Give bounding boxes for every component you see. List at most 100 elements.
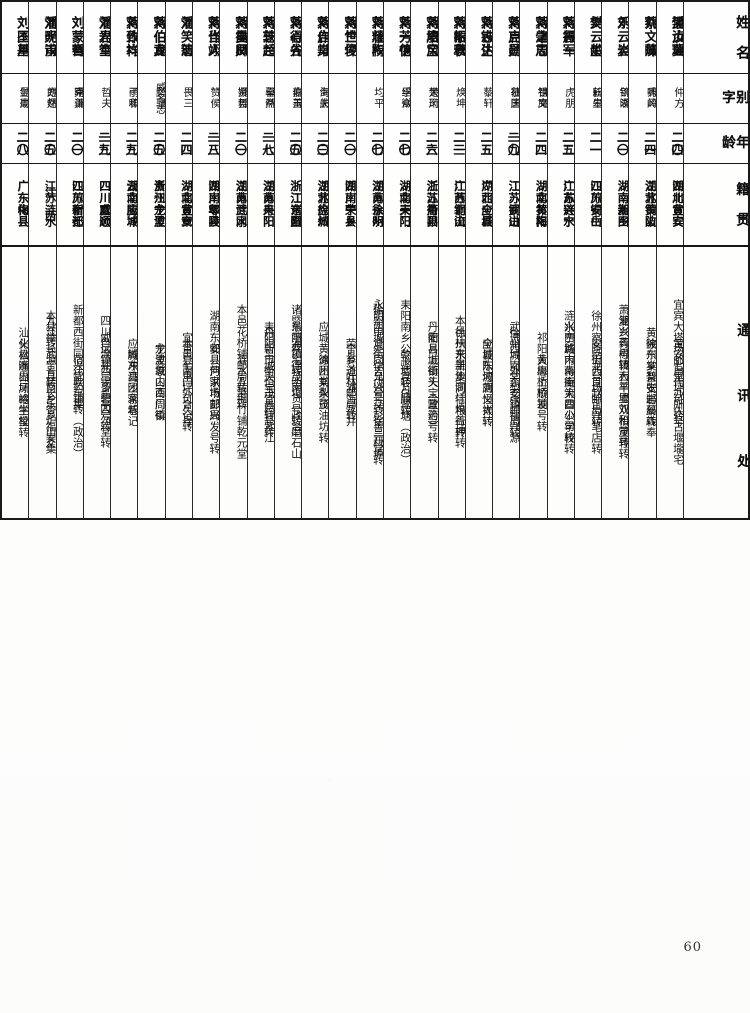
cell-alias: 昱周 (0, 73, 30, 124)
cell-origin: 湖北黄陂 (628, 163, 657, 247)
roster-table-2-body: 刘丕基 潘明甫刘 骞潘光奎 蒋作均 蒋伯真 潘笑清 蒋当翊 蒋燮卿 蒋芝兰 蒋心谷 蒋作舟 蒋世俊蒋… (0, 0, 750, 520)
cell-name: 潘明甫 (28, 0, 57, 74)
cell-origin: 广西全县 (464, 163, 494, 247)
cell-age: 二一 (601, 123, 630, 164)
cell-origin: 四川安岳 (573, 163, 603, 247)
cell-address: 祁阳大忠桥顺发号转 (519, 245, 548, 520)
cell-age: 二三 (301, 123, 330, 164)
cell-alias: 祖文 (519, 73, 548, 124)
cell-address: 诸暨湿浦镇德茂南货号转磨石山 (273, 245, 303, 520)
cell-origin: 江苏丹阳 (246, 163, 275, 247)
cell-origin: 江苏铜山 (437, 163, 466, 247)
cell-alias: 楚珩 (410, 73, 439, 124)
cell-name: 蒋作均 (110, 0, 139, 74)
cell-age: 二五 (273, 123, 303, 164)
cell-age: 二一 (573, 123, 603, 164)
cell-name: 蒋振秋 (437, 0, 466, 74)
row-age: 二八 二五 二一 一九 二三 二五 二四 一八 二一 一八 二五 二三 二一 二〇 二七 二三 二一 二三 一九 二四… (0, 123, 750, 164)
cell-origin: 广东化县 (0, 163, 30, 247)
row-name: 刘丕基 潘明甫刘 骞潘光奎 蒋作均 蒋伯真 潘笑清 蒋当翊 蒋燮卿 蒋芝兰 蒋心谷 蒋作舟 蒋世俊蒋… (0, 0, 750, 74)
cell-age: 二一 (55, 123, 84, 164)
cell-name: 樊贞瑶 (655, 0, 685, 74)
cell-alias: 贤哲 (219, 73, 248, 124)
cell-name: 蔡 藻 (628, 0, 657, 74)
column-label-age: 年 龄 (683, 123, 750, 164)
cell-alias: 均平 (355, 73, 384, 124)
cell-name: 蒋作舟 (301, 0, 330, 74)
cell-age: 二四 (519, 123, 548, 164)
cell-origin: 江苏武进 (492, 163, 521, 247)
cell-origin: 湖南零陵 (191, 163, 221, 247)
cell-alias: 仲方 (655, 73, 685, 124)
cell-alias: 啸风 (628, 73, 657, 124)
row-alias: 昱周 朗然 克谦 哲夫 雨啸 威名志 赞侯 贤哲 馨斋 嘉善 海舫 均平 孚众 楚珩 征国 祖文 鹤皋 剑晓 啸风仲… (0, 73, 750, 124)
column-label-name: 姓 名 (683, 0, 750, 74)
cell-alias: 鹤皋 (573, 73, 603, 124)
cell-address: 武进西门外东安镇福兴源 (492, 245, 521, 520)
roster-table-2: 刘丕基 潘明甫刘 骞潘光奎 蒋作均 蒋伯真 潘笑清 蒋当翊 蒋燮卿 蒋芝兰 蒋心谷 蒋作舟 蒋世俊蒋… (0, 0, 750, 520)
cell-origin: 浙江诸暨 (273, 163, 303, 247)
cell-address: 涟水西路市蒋庵第四小学校转 (546, 245, 575, 520)
cell-alias (546, 73, 575, 124)
cell-name: 蒋赓宝 (410, 0, 439, 74)
cell-alias: 克谦 (55, 73, 84, 124)
cell-origin: 湖北黄安 (164, 163, 193, 247)
cell-address: 本县举长源号转长乐乡福安集 (28, 245, 57, 520)
cell-address: 萧复兴药号转石羊墟刘怡茂号转 (601, 245, 630, 520)
cell-age: 一九 (82, 123, 112, 164)
cell-alias: 孚众 (382, 73, 412, 124)
cell-address: 宁乡道林邮局转 (328, 245, 357, 520)
cell-name: 蒋克昌 (492, 0, 521, 74)
cell-address: 全县东坡唐义祥转 (464, 245, 494, 520)
cell-address: 应城东湾团蒋圻记 (110, 245, 139, 520)
cell-address: 宜宾大塔场邮局代办所转古堰壠宅 (655, 245, 685, 520)
cell-address: 化县连界圩裕生堂 (0, 245, 30, 520)
cell-name: 蒋芝兰 (246, 0, 275, 74)
cell-alias: 雨啸 (110, 73, 139, 124)
cell-age: 二五 (546, 123, 575, 164)
cell-origin: 湖南宁乡 (328, 163, 357, 247)
cell-age: 二四 (164, 123, 193, 164)
cell-alias: 剑晓 (601, 73, 630, 124)
cell-address: 应城黄滩团刘永茂油坊转 (301, 245, 330, 520)
page-number: 60 (683, 940, 702, 955)
cell-age: 二一 (437, 123, 466, 164)
cell-age: 二一 (328, 123, 357, 164)
cell-name: 蒋伯真 (137, 0, 166, 74)
cell-alias: 嘉善 (273, 73, 303, 124)
column-label-alias: 别 字 (683, 73, 750, 124)
cell-address: 黄陂东乡普安岩蔡森奉 (628, 245, 657, 520)
cell-origin: 江苏涟水 (546, 163, 575, 247)
cell-address: 四川自流井三多砦四勿堂转 (82, 245, 112, 520)
cell-address: 湖南东安县芦洪市彭兴发号转 (191, 245, 221, 520)
cell-name: 樊 龄 (573, 0, 603, 74)
cell-alias: 威名志 (137, 73, 166, 124)
cell-name: 刘丕基 (0, 0, 30, 74)
cell-age: 一八 (246, 123, 275, 164)
cell-origin: 湖南永明 (355, 163, 384, 247)
cell-address: 乾驿袁万顺转 (382, 245, 412, 520)
cell-address: 丹阳吕城镇天宝堂药号转 (410, 245, 439, 520)
cell-address: 新都西街同兴堂药铺转（政治） (55, 245, 84, 520)
cell-origin: 湖北天门 (382, 163, 412, 247)
cell-origin: 湖南新田 (601, 163, 630, 247)
cell-name: 潘光奎 (82, 0, 112, 74)
cell-name: 刘 骞 (55, 0, 84, 74)
column-label-origin: 籍 贯 (683, 163, 750, 247)
cell-age: 二八 (0, 123, 30, 164)
cell-name: 蒋肇周 (519, 0, 548, 74)
cell-address: 本邑花桥铺邮局转荆竹铺乾元堂 (219, 245, 248, 520)
cell-origin: 四川宜宾 (655, 163, 685, 247)
cell-age: 二〇 (655, 123, 685, 164)
cell-name: 蒋芳信 (382, 0, 412, 74)
column-label-address: 通 讯 处 (683, 245, 750, 520)
cell-age: 二四 (628, 123, 657, 164)
cell-age: 二五 (137, 123, 166, 164)
cell-age: 一八 (191, 123, 221, 164)
cell-age: 二五 (28, 123, 57, 164)
cell-alias (164, 73, 193, 124)
row-origin: 广东化县 江苏涟水 四川新都 四川富顺 湖北应城 浙江宁波 湖北黄安 湖南零陵 湖南武冈 江苏丹阳… (0, 163, 750, 247)
cell-alias: 朗然 (28, 73, 57, 124)
cell-age: 二〇 (355, 123, 384, 164)
cell-origin: 浙江宁波 (137, 163, 166, 247)
